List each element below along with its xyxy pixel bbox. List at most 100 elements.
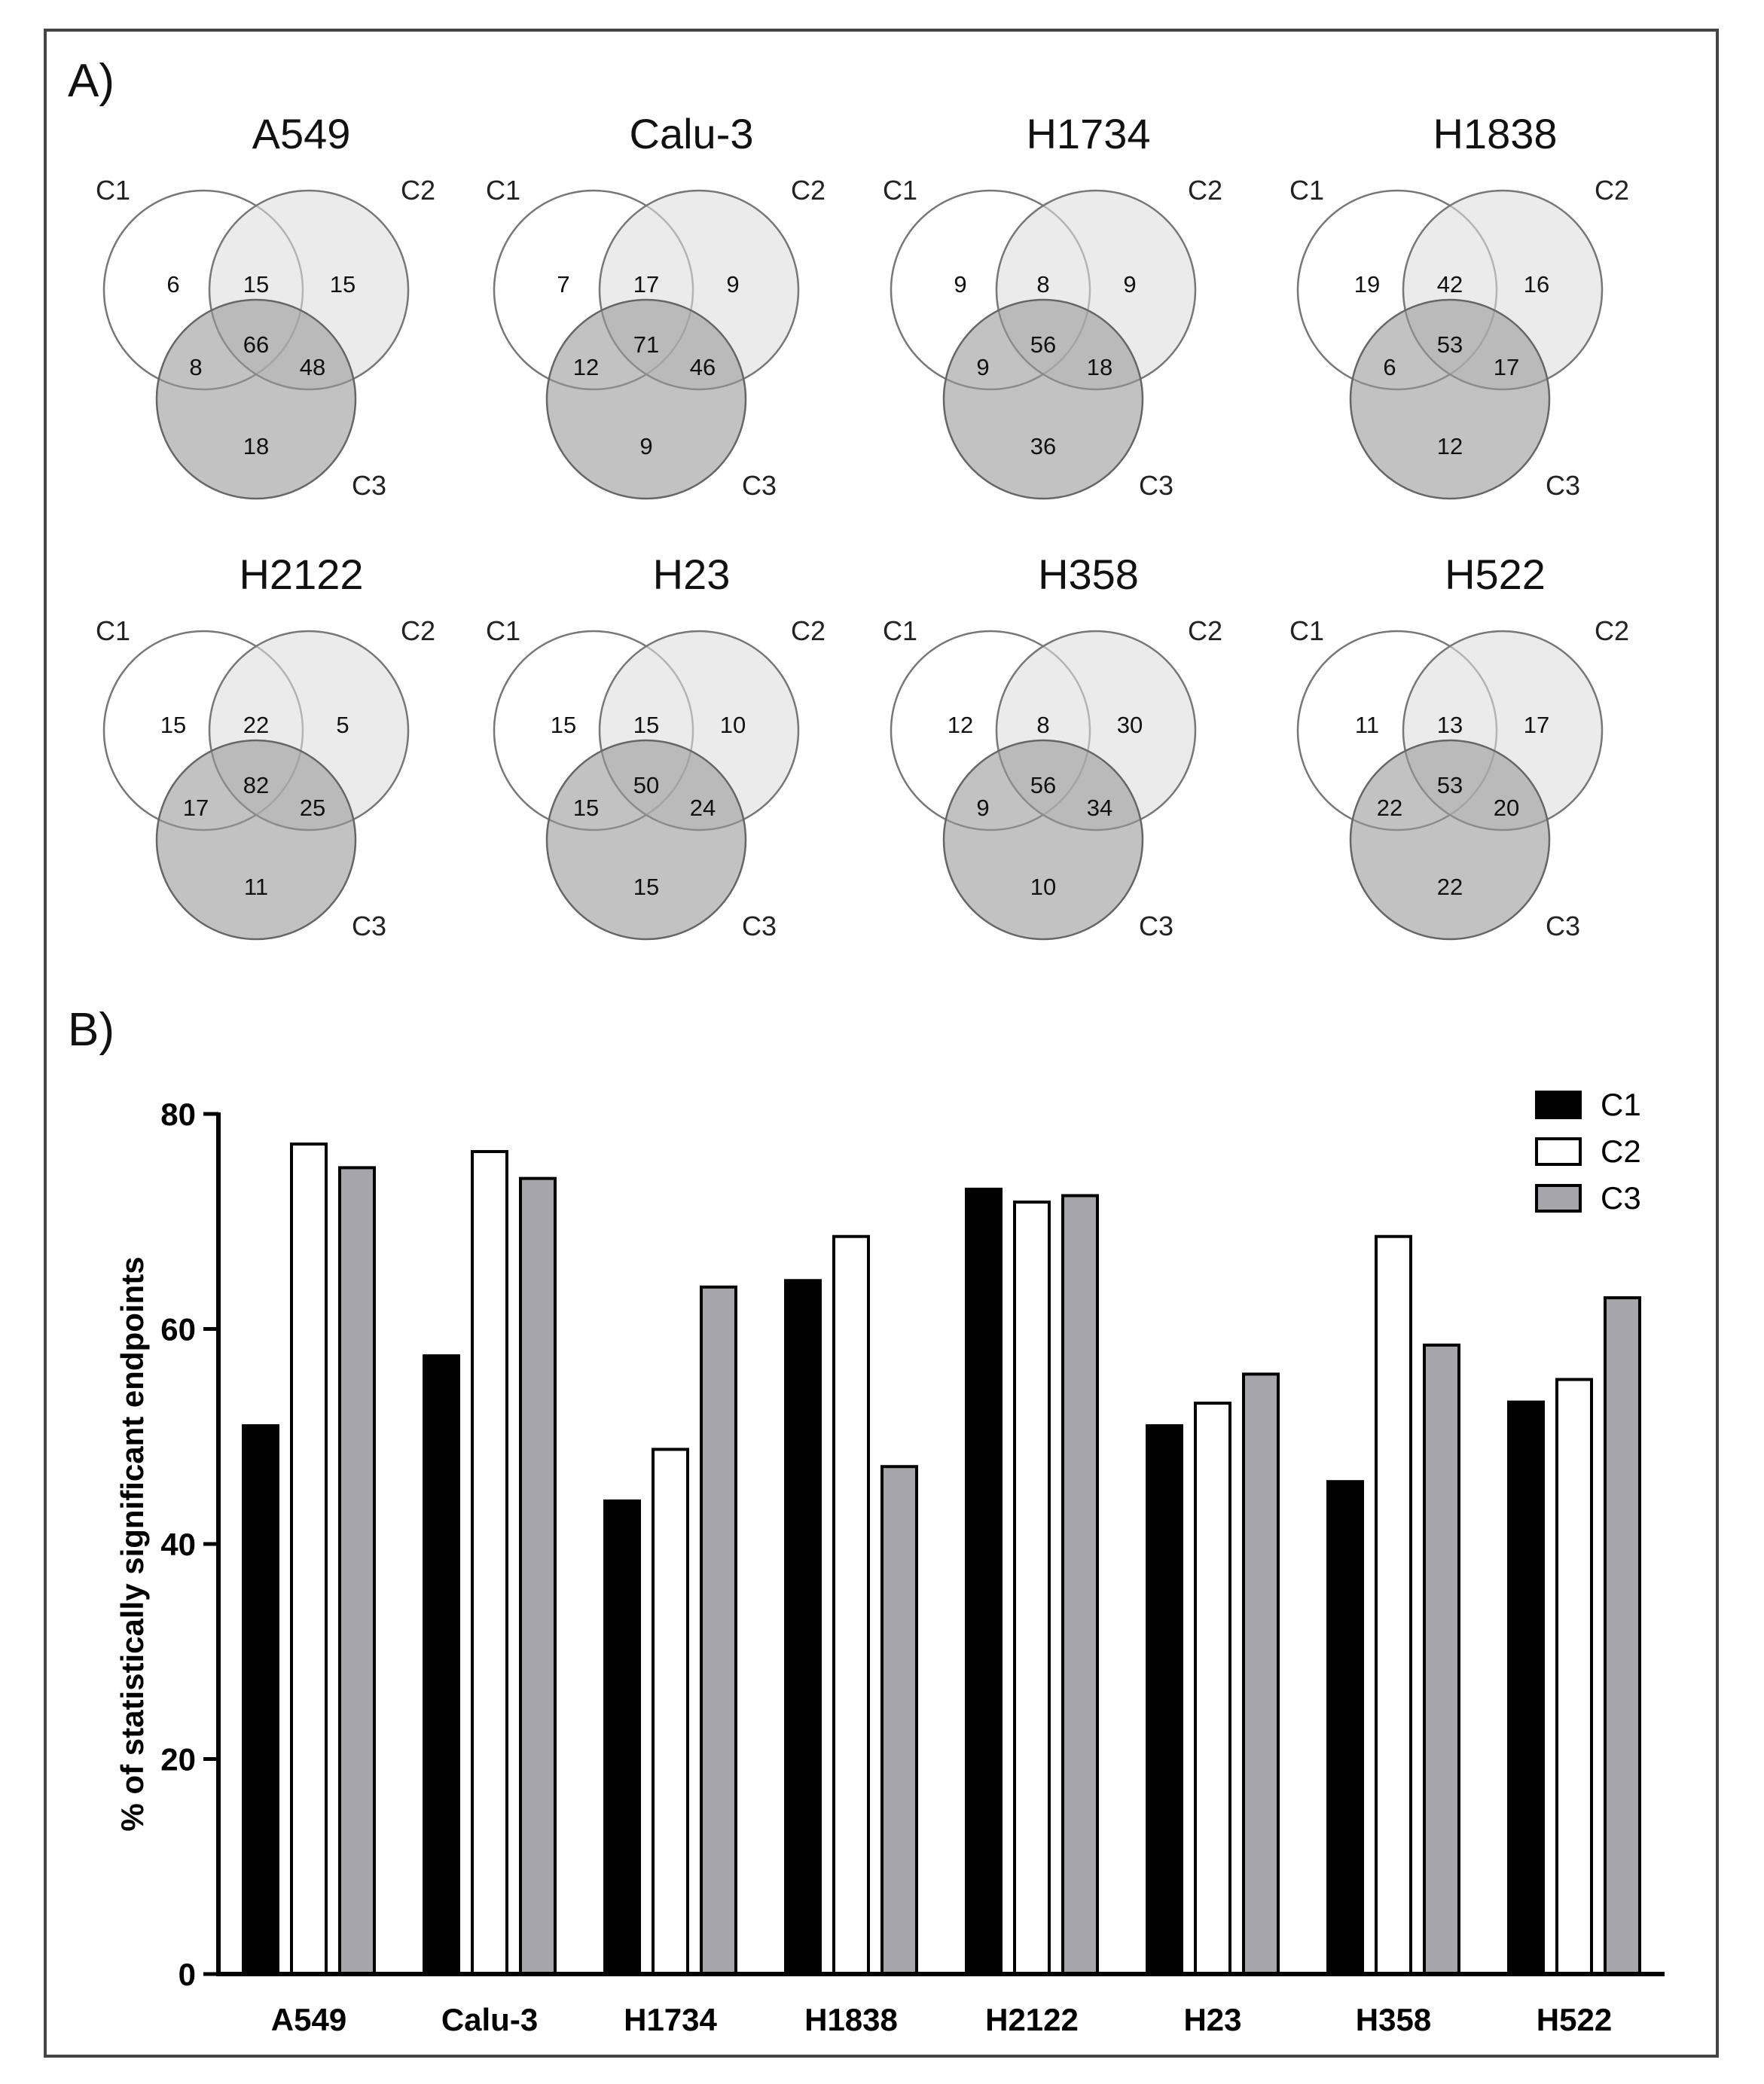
venn-count-c3-only: 18: [243, 433, 269, 459]
bar-c3: [1604, 1296, 1641, 1976]
venn-title: H522: [1445, 551, 1546, 598]
venn-count-c1-c2: 17: [633, 271, 659, 297]
venn-circle-c3: [155, 739, 357, 941]
venn-count-c2-only: 15: [330, 271, 356, 297]
venn-count-c2-c3: 46: [690, 354, 716, 380]
venn-circle-c3: [545, 739, 747, 941]
bar-c2: [652, 1448, 689, 1976]
venn-set-label-c2: C2: [1188, 615, 1222, 646]
y-tick-label: 80: [160, 1097, 196, 1132]
bar-c2: [471, 1149, 508, 1976]
venn-set-label-c1: C1: [883, 615, 917, 646]
bar-c1: [242, 1423, 279, 1976]
venn-count-c1-only: 19: [1354, 271, 1380, 297]
venn-set-label-c3: C3: [742, 470, 777, 501]
bar-chart: 0 20 40 60 80 % of statistically significant …: [114, 1087, 1665, 2037]
venn-panel: H358 C1 C2 C3 12 8 30 9 56 34 10: [883, 551, 1222, 941]
venn-count-c1-c3: 17: [183, 795, 209, 821]
venn-count-c1-c2: 15: [633, 712, 659, 738]
venn-count-c3-only: 36: [1030, 433, 1056, 459]
venn-set-label-c2: C2: [401, 175, 435, 206]
venn-panel: H1734 C1 C2 C3 9 8 9 9 56 18 36: [883, 110, 1222, 501]
x-tick-label: H2122: [985, 2002, 1079, 2037]
venn-set-label-c2: C2: [1595, 175, 1629, 206]
y-tick-label: 0: [179, 1957, 196, 1992]
venn-set-label-c3: C3: [742, 911, 777, 941]
venn-set-label-c2: C2: [1188, 175, 1222, 206]
venn-count-c1-only: 9: [954, 271, 966, 297]
venn-set-label-c3: C3: [1139, 470, 1173, 501]
bar-c1: [1146, 1423, 1183, 1976]
bar-c3: [1061, 1194, 1099, 1976]
venn-panel: H2122 C1 C2 C3 15 22 5 17 82 25 11: [96, 551, 435, 941]
venn-count-all: 50: [633, 772, 659, 798]
venn-title: H1838: [1433, 110, 1557, 157]
venn-title: Calu-3: [630, 110, 754, 157]
venn-set-label-c1: C1: [486, 615, 520, 646]
venn-count-c2-c3: 17: [1494, 354, 1519, 380]
panel-b-label: B): [68, 1004, 114, 1056]
venn-circle-c3: [1349, 739, 1551, 941]
venn-set-label-c1: C1: [1289, 175, 1324, 206]
y-tick-label: 40: [160, 1527, 196, 1562]
venn-set-label-c1: C1: [96, 615, 130, 646]
x-tick-label: H1838: [804, 2002, 898, 2037]
venn-count-all: 71: [633, 331, 659, 358]
venn-title: H23: [653, 551, 731, 598]
venn-count-c2-c3: 25: [300, 795, 325, 821]
legend-label-c3: C3: [1601, 1180, 1641, 1216]
y-tick-label: 20: [160, 1742, 196, 1777]
bar-c1: [423, 1354, 460, 1976]
venn-count-c1-c3: 6: [1383, 354, 1396, 380]
bar-c2: [1194, 1401, 1231, 1976]
venn-count-c1-only: 7: [557, 271, 569, 297]
venn-panel: Calu-3 C1 C2 C3 7 17 9 12 71 46 9: [486, 110, 826, 501]
venn-count-c2-c3: 48: [300, 354, 325, 380]
venn-count-c3-only: 12: [1437, 433, 1463, 459]
venn-count-all: 53: [1437, 331, 1463, 358]
bar-c3: [338, 1166, 376, 1976]
venn-circle-c3: [155, 298, 357, 500]
legend-label-c2: C2: [1601, 1134, 1641, 1169]
venn-count-c2-c3: 24: [690, 795, 716, 821]
x-tick-label: A549: [271, 2002, 346, 2037]
venn-panel: H522 C1 C2 C3 11 13 17 22 53 20 22: [1289, 551, 1629, 941]
venn-count-c2-only: 5: [336, 712, 349, 738]
venn-count-c1-c2: 8: [1036, 271, 1049, 297]
venn-set-label-c2: C2: [791, 175, 826, 206]
bar-c1: [784, 1279, 822, 1976]
venn-set-label-c2: C2: [401, 615, 435, 646]
venn-set-label-c1: C1: [486, 175, 520, 206]
venn-count-c1-c2: 22: [243, 712, 269, 738]
bar-c2: [1555, 1378, 1593, 1976]
venn-count-c1-c3: 8: [189, 354, 202, 380]
venn-count-c1-c3: 9: [976, 354, 989, 380]
venn-circle-c3: [942, 739, 1144, 941]
venn-count-c3-only: 11: [244, 874, 268, 900]
x-tick-label: Calu-3: [441, 2002, 538, 2037]
venn-title: H358: [1038, 551, 1139, 598]
venn-count-all: 56: [1030, 772, 1056, 798]
bar-c3: [1242, 1372, 1280, 1976]
venn-count-c2-only: 16: [1524, 271, 1549, 297]
venn-count-all: 66: [243, 331, 269, 358]
venn-count-c2-c3: 20: [1494, 795, 1519, 821]
venn-count-c1-c3: 9: [976, 795, 989, 821]
y-axis-label: % of statistically significant endpoints: [114, 1256, 150, 1831]
venn-count-c1-c2: 8: [1036, 712, 1049, 738]
venn-set-label-c3: C3: [352, 911, 386, 941]
bar-c1: [603, 1499, 641, 1976]
venn-set-label-c2: C2: [791, 615, 826, 646]
legend: C1 C2 C3: [1535, 1087, 1641, 1216]
x-tick-label: H358: [1356, 2002, 1431, 2037]
venn-panel: H23 C1 C2 C3 15 15 10 15 50 24 15: [486, 551, 826, 941]
venn-count-c1-c3: 22: [1377, 795, 1402, 821]
venn-circle-c3: [942, 298, 1144, 500]
venn-panel: A549 C1 C2 C3 6 15 15 8 66 48 18: [96, 110, 435, 501]
venn-panel: H1838 C1 C2 C3 19 42 16 6 53 17 12: [1289, 110, 1629, 501]
bar-c2: [1013, 1201, 1051, 1976]
bar-c3: [1423, 1343, 1460, 1976]
venn-title: H1734: [1026, 110, 1150, 157]
